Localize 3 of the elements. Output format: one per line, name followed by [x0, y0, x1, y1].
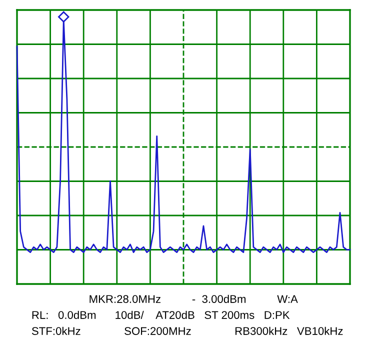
text: RL: 0.0dBm 10dB/ AT20dB ST 200ms D:PK [32, 310, 290, 319]
text: STF:0kHz SOF:200MHz RB300kHz VB10kHz [32, 326, 343, 335]
text: MKR:28.0MHz - 3.00dBm W:A [90, 294, 298, 303]
